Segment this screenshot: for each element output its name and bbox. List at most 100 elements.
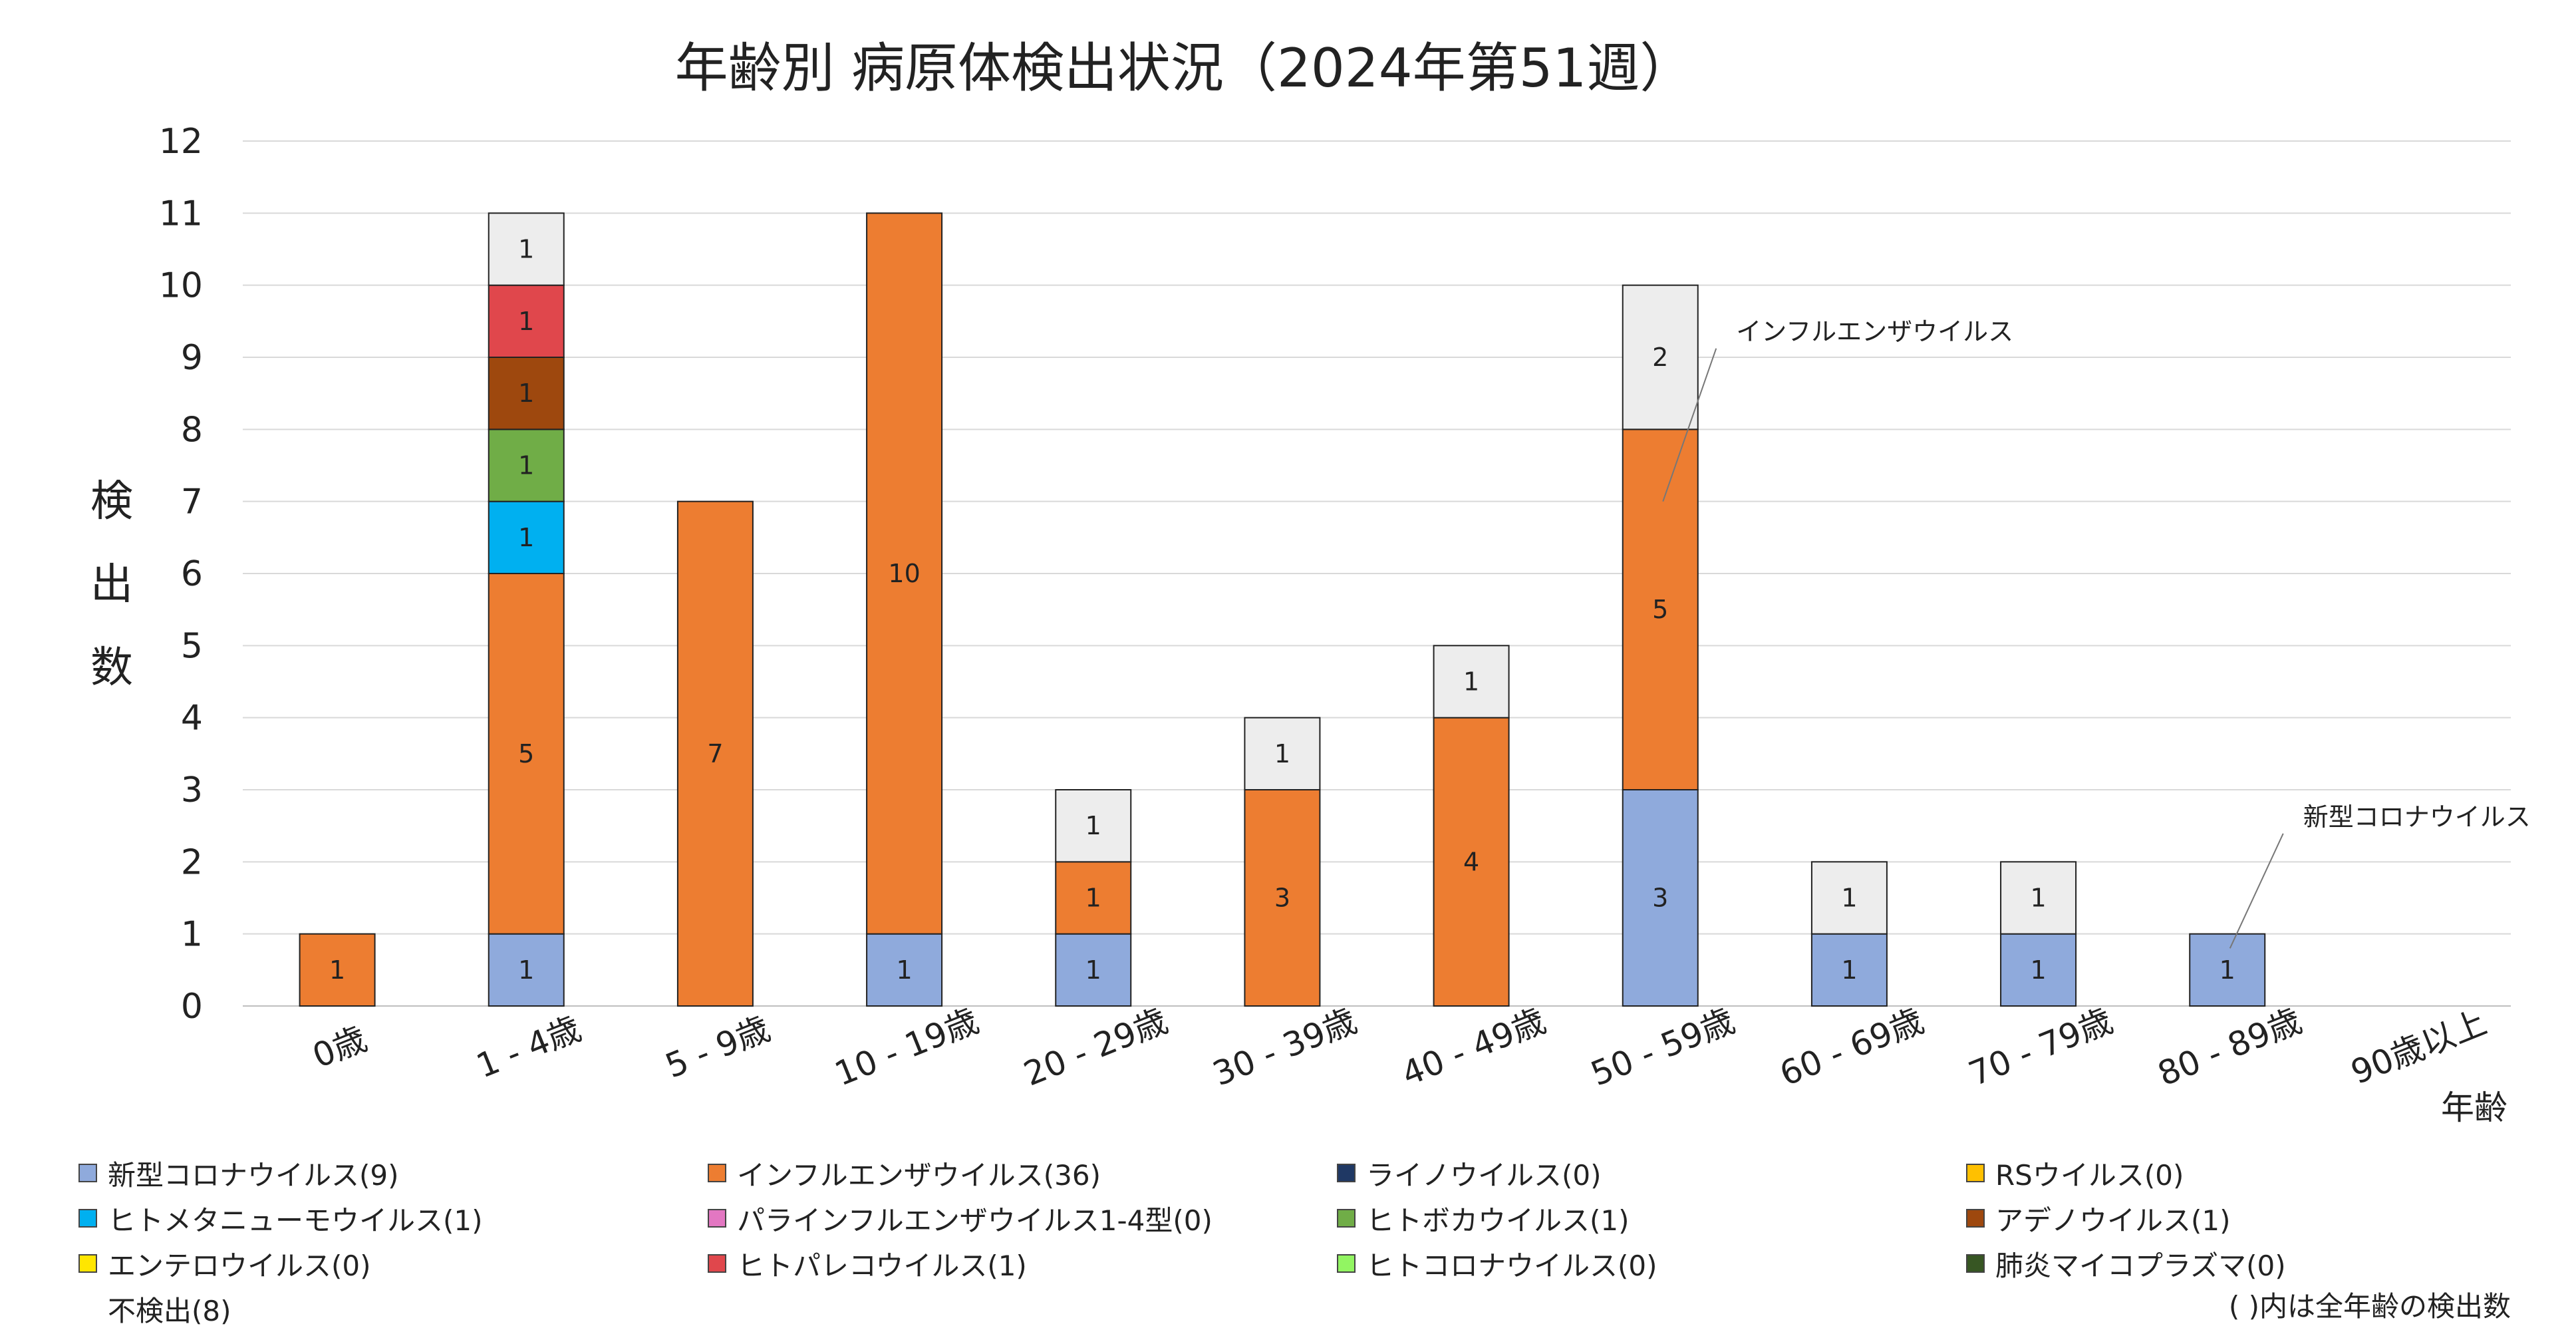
data-label: 1 [329,955,345,985]
y-tick-label: 12 [159,122,203,162]
data-label: 1 [518,451,534,480]
y-axis-label-char: 数 [90,643,133,693]
bar-segment [488,428,565,502]
legend-swatch [78,1299,97,1318]
bar-segment [1810,933,1888,1007]
bar-segment [2000,933,2077,1007]
bar-segment [676,500,754,1007]
x-category-label: 10 - 19歳 [829,1001,984,1094]
data-label: 1 [1841,884,1857,913]
legend-label: ヒトパレコウイルス(1) [737,1249,1027,1282]
legend-label: ヒトコロナウイルス(0) [1366,1249,1657,1282]
legend-item: 肺炎マイコプラズマ(0) [1966,1242,2286,1285]
data-label: 3 [1652,884,1668,913]
data-labels: 1 1 5 1 1 1 1 1 7 1 10 1 1 1 3 1 4 1 3 5 2 1 1 1 1 1 [329,235,2235,985]
legend-item: インフルエンザウイルス(36) [708,1151,1101,1195]
bar-segment [1433,717,1510,1007]
x-category-label: 40 - 49歳 [1397,1001,1551,1094]
y-tick-label: 5 [181,626,203,666]
legend-item: 新型コロナウイルス(9) [78,1151,399,1195]
x-category-label: 70 - 79歳 [1963,1001,2118,1094]
data-label: 1 [1085,955,1101,985]
x-category-label: 60 - 69歳 [1775,1001,1929,1094]
bar-segment [299,933,376,1007]
bar-segment [866,933,943,1007]
bars [299,212,2266,1007]
bar-segment [488,573,565,935]
data-label: 1 [518,955,534,985]
x-category-label: 20 - 29歳 [1018,1001,1173,1094]
data-label: 1 [1463,667,1479,697]
data-label: 1 [518,307,534,336]
x-category-label: 1 - 4歳 [471,1009,586,1086]
legend-swatch [1337,1209,1356,1228]
legend-item: 不検出(8) [78,1287,231,1331]
bar-segment [866,212,943,935]
bar-segment [1433,645,1510,719]
data-label: 1 [1841,955,1857,985]
y-tick-label: 9 [181,338,203,378]
x-axis-label: 年齢 [2441,1088,2507,1127]
y-axis-label-char: 出 [90,560,133,609]
legend-item: ヒトパレコウイルス(1) [708,1242,1027,1285]
bar-segment [1244,717,1321,790]
data-label: 5 [518,739,534,768]
legend-label: RSウイルス(0) [1995,1158,2184,1192]
legend-item: RSウイルス(0) [1966,1151,2184,1195]
legend-item: パラインフルエンザウイルス1-4型(0) [708,1196,1213,1240]
chart-title: 年齢別 病原体検出状況（2024年第51週） [675,37,1693,99]
bar-segment [488,933,565,1007]
data-label: 10 [888,559,920,588]
y-tick-label: 2 [181,842,203,882]
bar-segment [1622,428,1699,790]
y-tick-label: 3 [181,770,203,810]
legend-label: ヒトメタニューモウイルス(1) [108,1204,483,1237]
legend-swatch [78,1254,97,1273]
data-label: 1 [518,379,534,408]
data-label: 1 [896,955,912,985]
y-tick-label: 1 [181,915,203,955]
bar-segment [1244,789,1321,1007]
data-label: 4 [1463,847,1479,876]
legend: 新型コロナウイルス(9) インフルエンザウイルス(36) ライノウイルス(0) RSウ… [78,1151,2539,1331]
y-tick-label: 6 [181,554,203,594]
x-category-label: 30 - 39歳 [1207,1001,1361,1094]
x-category-label: 50 - 59歳 [1586,1001,1740,1094]
data-label: 3 [1274,884,1290,913]
legend-swatch [708,1209,726,1228]
legend-label: 不検出(8) [108,1294,231,1327]
legend-swatch [708,1164,726,1182]
legend-swatch [78,1209,97,1228]
bar-segment [488,212,565,286]
bar-segment [2000,861,2077,935]
x-category-label: 0歳 [307,1019,372,1075]
y-axis-label-char: 検 [90,477,133,526]
y-tick-label: 10 [159,266,203,306]
bar-segment [1622,284,1699,430]
bar-segment [1055,933,1132,1007]
legend-item: エンテロウイルス(0) [78,1242,371,1285]
legend-item: ヒトボカウイルス(1) [1337,1196,1630,1240]
data-label: 1 [1085,884,1101,913]
data-label: 1 [2030,955,2046,985]
data-label: 1 [2219,955,2235,985]
x-category-label: 90歳以上 [2346,1003,2492,1092]
data-label: 1 [2030,884,2046,913]
bar-segment [1810,861,1888,935]
annotation-leader [1662,348,1717,502]
gridlines [243,140,2511,1007]
legend-item: ヒトメタニューモウイルス(1) [78,1196,483,1240]
annotation-label: 新型コロナウイルス [2303,802,2531,832]
x-axis-categories: 0歳 1 - 4歳 5 - 9歳 10 - 19歳 20 - 29歳 30 - 39歳 40… [307,1001,2492,1094]
legend-swatch [1966,1164,1985,1182]
legend-swatch [78,1164,97,1182]
x-category-label: 80 - 89歳 [2152,1001,2307,1094]
data-label: 1 [1085,811,1101,840]
data-label: 7 [707,739,723,768]
legend-label: ライノウイルス(0) [1366,1158,1602,1192]
annotation-label: インフルエンザウイルス [1736,317,2013,347]
y-tick-label: 0 [181,987,203,1027]
legend-label: アデノウイルス(1) [1995,1204,2231,1237]
data-label: 2 [1652,343,1668,372]
legend-swatch [708,1254,726,1273]
